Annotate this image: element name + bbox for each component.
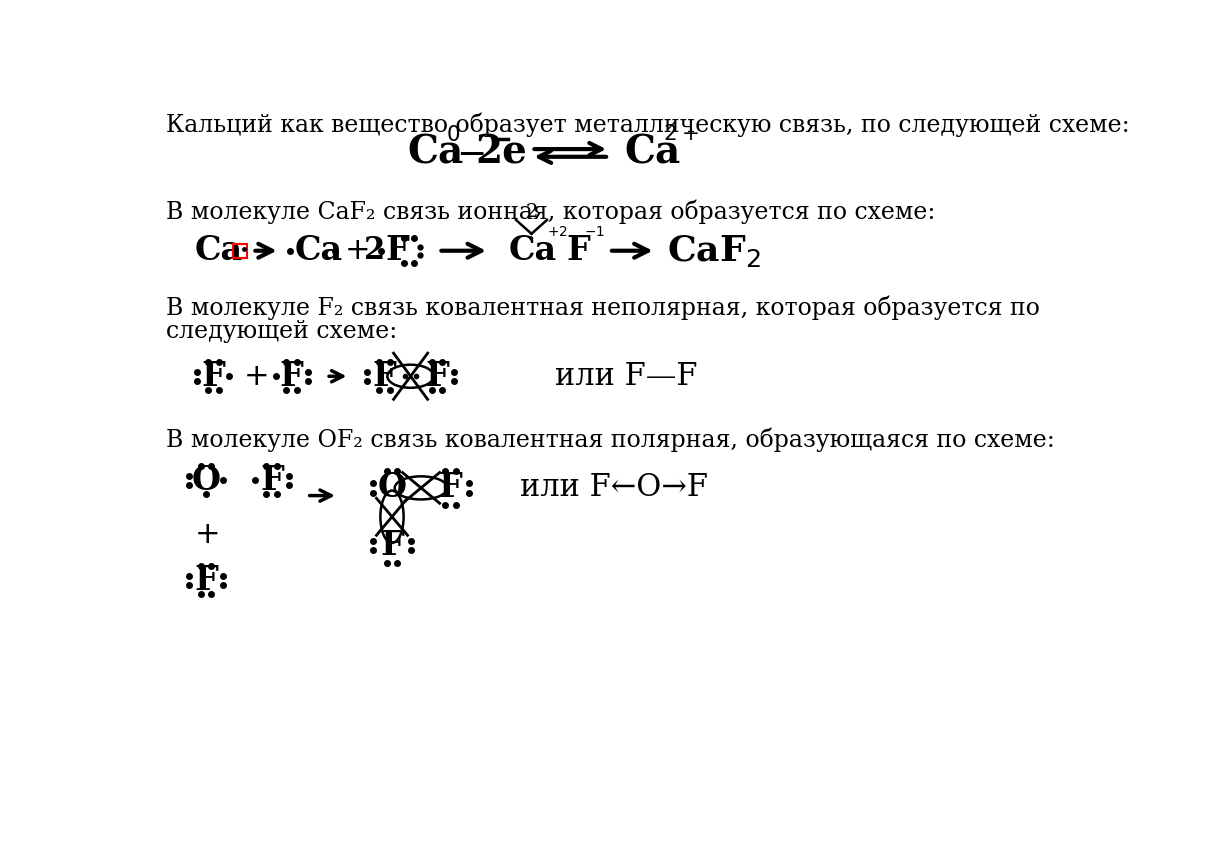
Text: Кальций как вещество образует металлическую связь, по следующей схеме:: Кальций как вещество образует металличес… [165,112,1129,137]
Text: Ca: Ca [509,234,556,267]
Text: или F—F: или F—F [555,361,697,391]
Text: F: F [202,360,226,393]
Text: O: O [378,471,407,505]
Text: CaF$_2$: CaF$_2$ [668,232,761,269]
Text: 2: 2 [364,235,385,266]
Text: или F←O→F: или F←O→F [520,472,708,504]
Text: F: F [385,234,409,267]
Text: В молекуле CaF₂ связь ионная, которая образуется по схеме:: В молекуле CaF₂ связь ионная, которая об… [165,199,935,224]
Text: F: F [373,360,396,393]
Text: O: O [192,464,221,497]
Text: $^{-1}$: $^{-1}$ [584,228,606,246]
Text: $+$: $+$ [243,361,267,391]
Text: $-$: $-$ [455,136,484,170]
Text: $^0$: $^0$ [447,127,460,157]
Text: F: F [567,234,590,267]
Text: F: F [260,464,284,497]
Text: F: F [194,564,219,597]
Text: F: F [438,471,463,505]
Text: F: F [380,529,404,563]
Text: В молекуле F₂ связь ковалентная неполярная, которая образуется по: В молекуле F₂ связь ковалентная неполярн… [165,295,1039,320]
Text: В молекуле OF₂ связь ковалентная полярная, образующаяся по схеме:: В молекуле OF₂ связь ковалентная полярна… [165,428,1055,453]
Text: $+$: $+$ [344,235,368,266]
Text: Ca: Ca [295,234,344,267]
Text: $^{2+}$: $^{2+}$ [663,125,699,156]
Text: $+$: $+$ [194,518,219,550]
Text: $^{+2}$: $^{+2}$ [548,228,568,246]
Text: Ca: Ca [194,234,243,267]
Text: 2e: 2e [476,134,528,172]
Text: Ca: Ca [408,134,464,172]
Text: следующей схеме:: следующей схеме: [165,320,397,343]
Ellipse shape [380,490,403,543]
Text: Ca: Ca [624,134,681,172]
Text: F: F [425,360,449,393]
Ellipse shape [395,477,448,500]
Bar [233,243,248,258]
Text: F: F [279,360,304,393]
Text: 2: 2 [526,203,538,221]
